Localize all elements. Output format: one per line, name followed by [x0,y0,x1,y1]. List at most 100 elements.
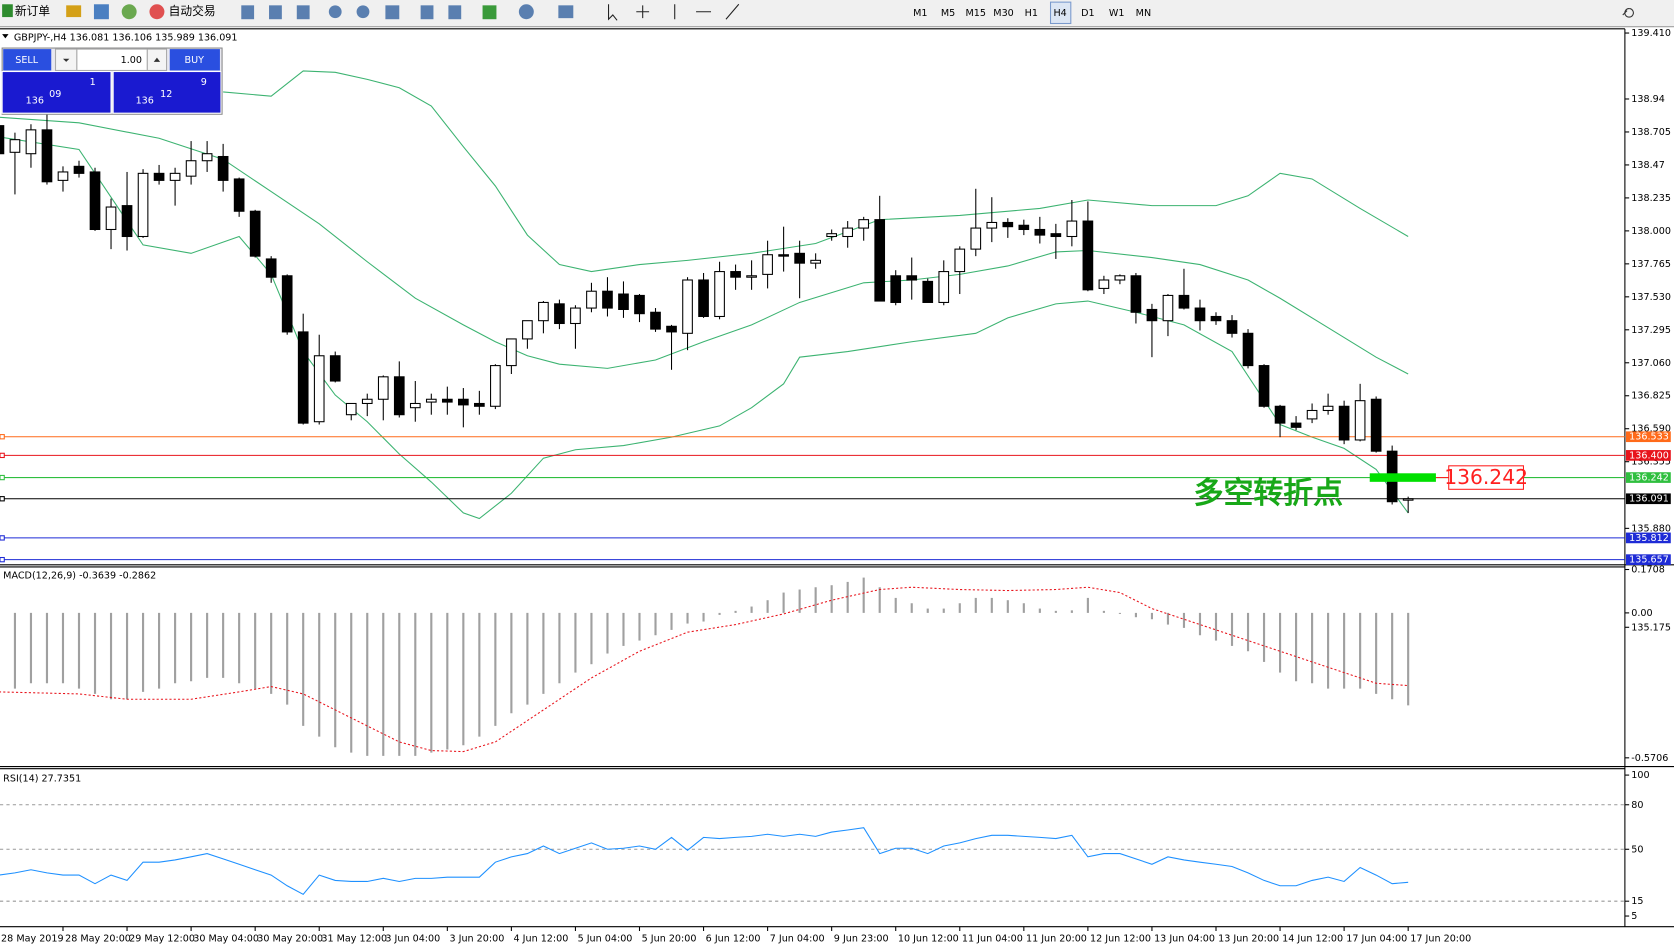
icon[interactable] [518,4,534,20]
chart-title: GBPJPY-,H4 136.081 136.106 135.989 136.0… [14,32,238,43]
y-tick-label: 139.410 [1631,28,1671,39]
buy-label: BUY [185,55,205,66]
level-label: 136.400 [1629,450,1669,461]
candle-body [1258,365,1270,407]
level-label: 135.657 [1629,555,1669,566]
sell-button[interactable] [3,49,52,71]
crosshair-icon[interactable] [636,5,650,19]
timeframe-button[interactable]: W1 [1109,8,1125,19]
active-timeframe [1049,1,1072,25]
cursor-icon[interactable] [607,4,618,21]
sell-price-box[interactable] [1,70,112,114]
auto-trading-icon[interactable] [149,4,165,20]
icon[interactable] [420,5,434,20]
y-tick-label: 138.235 [1631,193,1671,204]
x-tick-label: 12 Jun 12:00 [1090,933,1151,944]
icon[interactable] [328,5,342,19]
new-order-button[interactable]: 新订单 [15,4,50,18]
level-label-box [1625,431,1671,443]
icon[interactable] [93,4,109,20]
x-tick-label: 13 Jun 04:00 [1154,933,1215,944]
candle-body [377,376,389,400]
candle-body [1226,320,1238,334]
candle-body [281,275,293,333]
icon[interactable] [296,5,310,20]
y-tick-label: -0.5706 [1631,753,1668,764]
x-tick-label: 5 Jun 04:00 [578,933,633,944]
candle-body [393,376,405,416]
timeframe-button[interactable]: D1 [1081,8,1094,19]
candle-body [474,402,485,407]
candle-body [169,172,181,181]
timeframe-button[interactable]: H1 [1025,8,1038,19]
x-tick-label: 28 May 2019 [1,933,64,944]
level-label-box [1625,493,1671,505]
icon[interactable] [385,5,400,20]
buy-button[interactable] [169,49,220,71]
candle-body [425,398,437,403]
timeframe-button[interactable]: M5 [941,8,955,19]
x-tick-label: 4 Jun 12:00 [514,933,569,944]
candle-body [1178,294,1190,309]
icon[interactable] [121,4,137,20]
level-label: 136.533 [1629,432,1669,443]
y-tick-label: 136.825 [1631,391,1671,402]
icon[interactable] [66,5,82,18]
candle-body [970,227,982,250]
icon[interactable] [356,5,370,19]
level-label: 136.091 [1629,494,1669,505]
bollinger-band [223,70,1409,273]
icon[interactable] [448,5,462,20]
candle-body [810,259,821,264]
candle-body [746,275,757,278]
bollinger-band [0,116,1409,375]
y-tick-label: 137.060 [1631,358,1671,369]
level-handle [0,556,5,563]
candle-body [826,233,837,238]
candle-body [1338,405,1350,441]
x-tick-label: 13 Jun 20:00 [1218,933,1279,944]
candle-body [554,303,565,325]
icon[interactable] [269,5,282,20]
timeframe-button[interactable]: MN [1136,8,1151,19]
candle-body [634,294,645,315]
candle-body [41,129,53,183]
sell-label: SELL [15,55,38,66]
level-label: 135.812 [1629,533,1669,544]
candle-body [922,280,934,303]
y-tick-label: 135.880 [1631,523,1671,534]
timeframe-button[interactable]: M15 [966,8,986,19]
level-handle [0,474,5,481]
candle-body [458,398,469,406]
level-handle [0,434,5,440]
timeframe-button[interactable]: M30 [993,8,1013,19]
x-tick-label: 17 Jun 04:00 [1346,933,1407,944]
candle-body [778,254,789,257]
timeframe-button[interactable]: H4 [1053,8,1066,19]
candle-body [1274,405,1286,424]
candle-body [73,165,85,174]
auto-trading-button[interactable]: 自动交易 [169,4,216,18]
turning-point-label: 136.242 [1444,465,1528,489]
icon[interactable] [241,5,255,20]
candle-body [1130,275,1142,313]
level-label: 136.242 [1629,473,1669,484]
macd-signal [0,586,1409,753]
icon[interactable] [482,5,497,20]
candle-body [1402,498,1414,501]
line-icons[interactable] [674,3,740,20]
candle-body [409,402,421,409]
candle-body [185,160,197,177]
buy-price-box[interactable] [112,70,222,114]
icon[interactable] [558,5,574,19]
candle-body [874,219,886,302]
search-icon[interactable] [1622,8,1634,18]
new-order-icon [2,4,13,18]
timeframe-button[interactable]: M1 [913,8,927,19]
macd-title: MACD(12,26,9) -0.3639 -0.2862 [3,570,156,581]
turning-point-marker [1369,473,1436,482]
candle-body [1050,233,1062,238]
x-tick-label: 9 Jun 23:00 [834,933,889,944]
candle-body [297,331,309,424]
candle-body [490,365,501,407]
